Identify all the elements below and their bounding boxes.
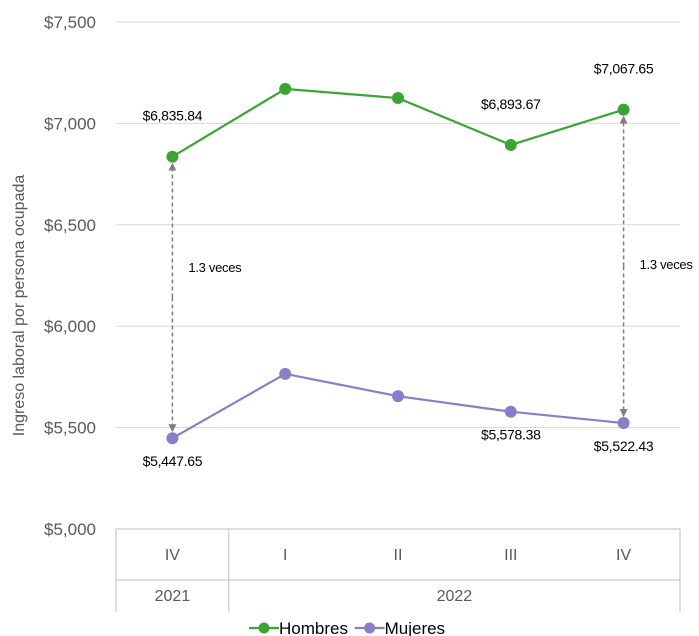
- data-label: $7,067.65: [594, 61, 654, 77]
- y-tick-label: $6,000: [44, 317, 96, 336]
- legend-marker: [364, 622, 376, 634]
- data-point-hombres: [617, 103, 630, 116]
- data-labels: $6,835.84 $6,893.67 $7,067.65 $5,447.65 $5,5…: [143, 61, 655, 470]
- data-label: $5,447.65: [143, 453, 203, 469]
- data-point-hombres: [279, 82, 292, 95]
- y-tick-label: $7,500: [44, 13, 96, 32]
- x-tick-label: I: [283, 547, 287, 564]
- year-group-label: 2022: [437, 588, 473, 605]
- y-tick-label: $6,500: [44, 216, 96, 235]
- ratio-annotation: 1.3 veces: [188, 260, 242, 275]
- year-group-label: 2021: [155, 588, 191, 605]
- x-tick-label: IV: [616, 547, 631, 564]
- y-tick-label: $5,000: [44, 520, 96, 539]
- y-axis-label: Ingreso laboral por persona ocupada: [11, 175, 28, 437]
- data-label: $5,578.38: [481, 427, 541, 443]
- ratio-annotation: 1.3 veces: [640, 257, 694, 272]
- gridlines: [116, 21, 680, 429]
- legend-entry: Hombres: [279, 619, 348, 636]
- data-point-mujeres: [504, 405, 517, 418]
- y-tick-label: $7,000: [44, 114, 96, 133]
- annotations: 1.3 veces 1.3 veces: [168, 115, 694, 433]
- legend: Hombres Mujeres: [249, 619, 445, 636]
- data-label: $6,835.84: [143, 108, 203, 124]
- legend-marker: [258, 622, 270, 634]
- data-point-mujeres: [166, 432, 179, 445]
- y-tick-label: $5,500: [44, 419, 96, 438]
- data-point-hombres: [166, 150, 179, 163]
- data-label: $5,522.43: [594, 438, 654, 454]
- data-point-mujeres: [279, 367, 292, 380]
- series: [166, 82, 630, 445]
- x-tick-label: III: [504, 547, 517, 564]
- data-point-mujeres: [617, 417, 630, 430]
- data-point-hombres: [392, 92, 404, 105]
- series-line-mujeres: [171, 372, 624, 440]
- data-point-mujeres: [392, 390, 404, 403]
- x-tick-label: II: [394, 547, 403, 564]
- x-tick-label: IV: [165, 547, 180, 564]
- data-label: $6,893.67: [481, 96, 541, 112]
- data-point-hombres: [504, 138, 517, 151]
- legend-entry: Mujeres: [385, 619, 445, 636]
